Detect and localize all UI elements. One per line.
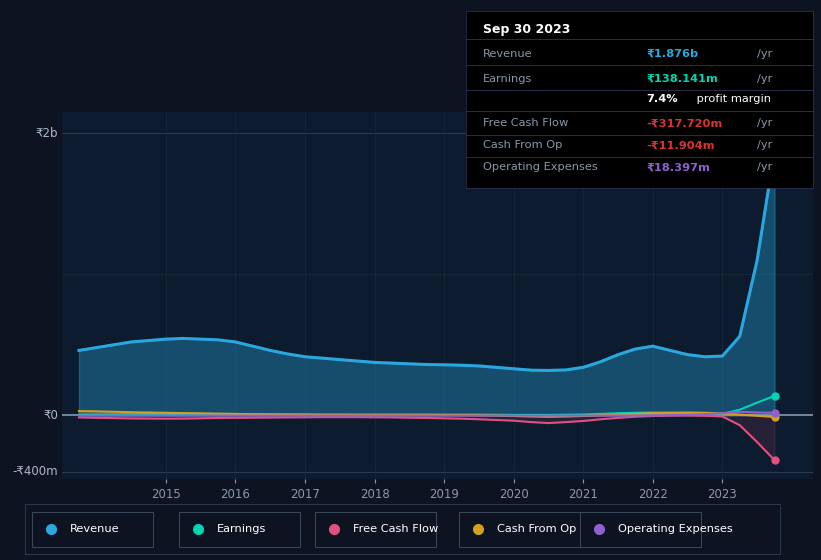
Text: /yr: /yr: [757, 162, 773, 172]
Text: -₹11.904m: -₹11.904m: [646, 140, 714, 150]
Text: Cash From Op: Cash From Op: [483, 140, 562, 150]
Text: ₹18.397m: ₹18.397m: [646, 162, 710, 172]
Text: /yr: /yr: [757, 118, 773, 128]
Text: ₹0: ₹0: [43, 409, 57, 422]
FancyBboxPatch shape: [459, 512, 580, 547]
Text: Revenue: Revenue: [483, 49, 533, 59]
Text: Revenue: Revenue: [70, 524, 120, 534]
Text: -₹317.720m: -₹317.720m: [646, 118, 722, 128]
FancyBboxPatch shape: [32, 512, 153, 547]
Text: Free Cash Flow: Free Cash Flow: [483, 118, 568, 128]
Text: Earnings: Earnings: [218, 524, 267, 534]
Text: Free Cash Flow: Free Cash Flow: [353, 524, 438, 534]
Text: profit margin: profit margin: [693, 95, 771, 104]
Text: /yr: /yr: [757, 140, 773, 150]
Text: 7.4%: 7.4%: [646, 95, 677, 104]
Text: Sep 30 2023: Sep 30 2023: [483, 23, 571, 36]
Text: Operating Expenses: Operating Expenses: [483, 162, 598, 172]
Text: -₹400m: -₹400m: [12, 465, 57, 478]
Text: ₹2b: ₹2b: [35, 127, 57, 139]
FancyBboxPatch shape: [180, 512, 300, 547]
Text: /yr: /yr: [757, 49, 773, 59]
Text: ₹1.876b: ₹1.876b: [646, 49, 699, 59]
Text: Earnings: Earnings: [483, 74, 532, 84]
Text: Operating Expenses: Operating Expenses: [617, 524, 732, 534]
FancyBboxPatch shape: [580, 512, 700, 547]
FancyBboxPatch shape: [315, 512, 436, 547]
Text: Cash From Op: Cash From Op: [497, 524, 576, 534]
Text: ₹138.141m: ₹138.141m: [646, 74, 718, 84]
Text: /yr: /yr: [757, 74, 773, 84]
